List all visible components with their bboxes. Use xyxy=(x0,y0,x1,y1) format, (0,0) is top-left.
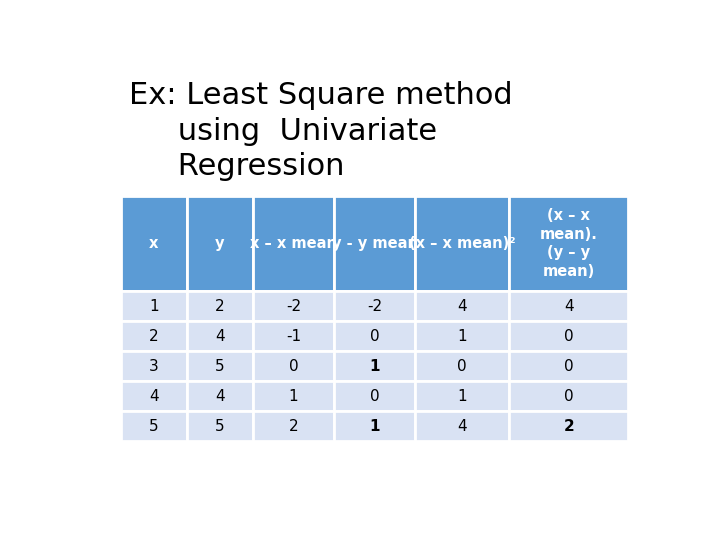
Bar xyxy=(415,352,509,381)
Text: 5: 5 xyxy=(215,359,225,374)
Text: (x – x
mean).
(y – y
mean): (x – x mean). (y – y mean) xyxy=(540,208,598,279)
Bar xyxy=(334,196,415,292)
Text: 0: 0 xyxy=(564,359,574,374)
Bar xyxy=(334,411,415,441)
Text: 4: 4 xyxy=(457,418,467,434)
Bar xyxy=(121,196,186,292)
Text: 0: 0 xyxy=(370,329,379,344)
Text: 4: 4 xyxy=(215,329,225,344)
Bar xyxy=(253,352,334,381)
Bar xyxy=(253,321,334,352)
Text: (x – x mean)²: (x – x mean)² xyxy=(409,236,516,251)
Bar xyxy=(334,352,415,381)
Bar xyxy=(509,352,629,381)
Text: Regression: Regression xyxy=(129,152,345,181)
Text: 5: 5 xyxy=(215,418,225,434)
Text: 1: 1 xyxy=(149,299,158,314)
Text: 1: 1 xyxy=(289,389,298,404)
Bar xyxy=(121,411,186,441)
Bar xyxy=(253,381,334,411)
Text: 4: 4 xyxy=(564,299,574,314)
Text: using  Univariate: using Univariate xyxy=(129,117,437,146)
Text: x: x xyxy=(149,236,158,251)
Bar xyxy=(415,292,509,321)
Bar xyxy=(186,321,253,352)
Bar xyxy=(415,381,509,411)
Bar xyxy=(186,352,253,381)
Text: -2: -2 xyxy=(367,299,382,314)
Bar xyxy=(415,411,509,441)
Bar xyxy=(334,321,415,352)
Text: Ex: Least Square method: Ex: Least Square method xyxy=(129,82,513,111)
Bar xyxy=(121,321,186,352)
Text: 0: 0 xyxy=(457,359,467,374)
Text: 0: 0 xyxy=(370,389,379,404)
Text: 4: 4 xyxy=(149,389,158,404)
Text: 1: 1 xyxy=(457,389,467,404)
Bar xyxy=(509,381,629,411)
Bar xyxy=(253,196,334,292)
Bar xyxy=(121,292,186,321)
Bar xyxy=(334,381,415,411)
Text: 2: 2 xyxy=(289,418,298,434)
Bar xyxy=(253,411,334,441)
Bar xyxy=(334,292,415,321)
Text: 0: 0 xyxy=(564,389,574,404)
Text: y: y xyxy=(215,236,225,251)
Bar xyxy=(186,411,253,441)
Text: 4: 4 xyxy=(457,299,467,314)
Bar xyxy=(509,196,629,292)
Text: 2: 2 xyxy=(215,299,225,314)
Text: 3: 3 xyxy=(149,359,158,374)
Text: 5: 5 xyxy=(149,418,158,434)
Bar xyxy=(186,381,253,411)
Bar xyxy=(186,196,253,292)
Text: 0: 0 xyxy=(289,359,298,374)
Text: 2: 2 xyxy=(564,418,574,434)
Bar xyxy=(415,321,509,352)
Text: 4: 4 xyxy=(215,389,225,404)
Text: y - y mean: y - y mean xyxy=(332,236,418,251)
Bar xyxy=(415,196,509,292)
Text: 1: 1 xyxy=(369,359,380,374)
Text: 1: 1 xyxy=(369,418,380,434)
Text: 0: 0 xyxy=(564,329,574,344)
Bar xyxy=(253,292,334,321)
Bar xyxy=(509,321,629,352)
Text: 1: 1 xyxy=(457,329,467,344)
Text: 2: 2 xyxy=(149,329,158,344)
Bar xyxy=(121,352,186,381)
Bar xyxy=(509,411,629,441)
Text: -2: -2 xyxy=(286,299,301,314)
Text: -1: -1 xyxy=(286,329,301,344)
Text: x – x mean: x – x mean xyxy=(250,236,337,251)
Bar xyxy=(509,292,629,321)
Bar xyxy=(186,292,253,321)
Bar xyxy=(121,381,186,411)
